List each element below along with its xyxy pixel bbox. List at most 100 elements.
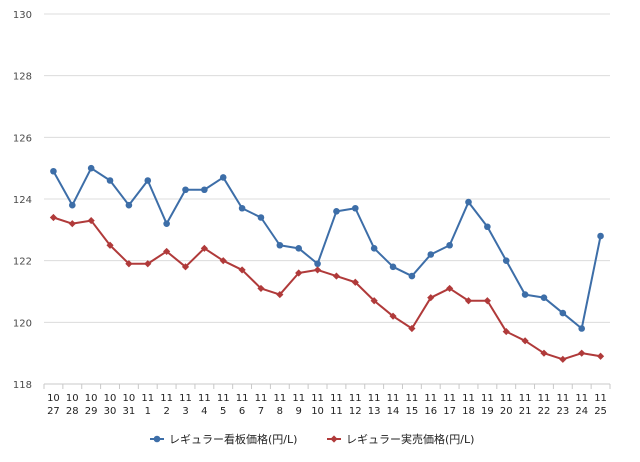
legend-marker bbox=[330, 435, 338, 443]
x-tick-day: 8 bbox=[277, 406, 283, 417]
data-point bbox=[144, 177, 152, 184]
x-tick-day: 3 bbox=[182, 406, 188, 417]
x-tick-month: 11 bbox=[406, 393, 419, 404]
x-tick-day: 2 bbox=[163, 406, 169, 417]
x-tick-day: 7 bbox=[258, 406, 264, 417]
legend-item: レギュラー看板価格(円/L) bbox=[150, 432, 297, 446]
data-point bbox=[276, 241, 284, 249]
series-line bbox=[52, 167, 602, 330]
x-tick-day: 28 bbox=[66, 406, 79, 417]
data-point bbox=[106, 177, 114, 184]
x-tick-month: 11 bbox=[519, 393, 532, 404]
data-point bbox=[257, 284, 265, 293]
data-point bbox=[484, 223, 491, 231]
x-tick-month: 11 bbox=[292, 393, 305, 404]
y-tick-label: 118 bbox=[13, 380, 32, 391]
x-tick-month: 11 bbox=[160, 393, 173, 404]
data-point bbox=[144, 260, 152, 268]
data-point bbox=[559, 309, 567, 317]
x-tick-day: 22 bbox=[538, 406, 551, 417]
x-tick-month: 11 bbox=[500, 393, 513, 404]
data-point bbox=[502, 327, 510, 336]
x-tick-day: 12 bbox=[349, 406, 362, 417]
data-point bbox=[125, 201, 133, 209]
y-gridlines bbox=[44, 13, 610, 385]
data-point bbox=[578, 349, 586, 357]
x-tick-month: 10 bbox=[123, 393, 136, 404]
data-point bbox=[314, 260, 321, 268]
data-point bbox=[446, 284, 454, 293]
data-point bbox=[408, 324, 416, 333]
data-point bbox=[201, 186, 208, 194]
data-point bbox=[69, 201, 76, 209]
data-point bbox=[125, 260, 133, 268]
x-tick-day: 20 bbox=[500, 406, 513, 417]
data-point bbox=[238, 204, 246, 212]
data-point bbox=[200, 244, 208, 252]
y-tick-label: 130 bbox=[13, 10, 32, 21]
x-tick-day: 13 bbox=[368, 406, 381, 417]
data-point bbox=[465, 198, 472, 206]
y-tick-label: 128 bbox=[13, 72, 32, 83]
x-tick-day: 21 bbox=[519, 406, 532, 417]
x-tick-day: 11 bbox=[330, 406, 343, 417]
data-point bbox=[219, 257, 227, 265]
data-point bbox=[483, 297, 491, 305]
data-point bbox=[181, 263, 190, 271]
x-tick-month: 11 bbox=[594, 393, 607, 404]
x-tick-month: 10 bbox=[104, 393, 117, 404]
data-point bbox=[521, 291, 529, 298]
x-tick-day: 10 bbox=[311, 406, 324, 417]
data-point bbox=[257, 214, 265, 221]
data-point bbox=[370, 297, 378, 305]
x-tick-day: 5 bbox=[220, 406, 226, 417]
x-tick-month: 11 bbox=[443, 393, 456, 404]
data-point bbox=[163, 247, 171, 256]
data-point bbox=[427, 251, 435, 258]
y-tick-label: 126 bbox=[13, 133, 32, 144]
x-tick-month: 10 bbox=[66, 393, 79, 404]
x-tick-day: 23 bbox=[556, 406, 569, 417]
y-tick-label: 124 bbox=[13, 195, 32, 206]
data-point bbox=[276, 290, 284, 299]
data-point bbox=[182, 186, 189, 194]
data-point bbox=[295, 269, 303, 277]
x-tick-month: 11 bbox=[141, 393, 154, 404]
x-tick-day: 29 bbox=[85, 406, 98, 417]
legend: レギュラー看板価格(円/L) レギュラー実売価格(円/L) bbox=[150, 432, 474, 446]
x-tick-day: 4 bbox=[201, 406, 207, 417]
x-tick-day: 14 bbox=[387, 406, 400, 417]
x-tick-day: 24 bbox=[575, 406, 588, 417]
x-tick-month: 11 bbox=[387, 393, 400, 404]
x-tick-month: 11 bbox=[462, 393, 475, 404]
legend-label: レギュラー看板価格(円/L) bbox=[169, 432, 297, 446]
x-tick-month: 11 bbox=[311, 393, 324, 404]
x-tick-day: 27 bbox=[47, 406, 60, 417]
x-tick-day: 18 bbox=[462, 406, 475, 417]
data-point bbox=[163, 220, 170, 227]
x-tick-day: 19 bbox=[481, 406, 494, 417]
data-point bbox=[464, 297, 473, 305]
x-tick-month: 11 bbox=[179, 393, 192, 404]
x-tick-month: 11 bbox=[236, 393, 249, 404]
data-point bbox=[106, 241, 114, 249]
data-point bbox=[333, 208, 340, 215]
data-point bbox=[502, 257, 510, 264]
x-tick-month: 11 bbox=[217, 393, 230, 404]
x-tick-day: 25 bbox=[594, 406, 607, 417]
y-tick-label: 122 bbox=[13, 257, 32, 268]
x-tick-month: 11 bbox=[368, 393, 381, 404]
data-point bbox=[313, 266, 322, 274]
data-point bbox=[351, 278, 359, 286]
x-tick-day: 17 bbox=[443, 406, 456, 417]
x-tick-day: 16 bbox=[424, 406, 437, 417]
series-2 bbox=[49, 213, 605, 363]
x-tick-month: 11 bbox=[481, 393, 494, 404]
x-tick-day: 6 bbox=[239, 406, 245, 417]
data-point bbox=[446, 241, 453, 249]
x-tick-month: 11 bbox=[255, 393, 268, 404]
series-1 bbox=[50, 164, 604, 332]
data-point bbox=[408, 272, 416, 280]
